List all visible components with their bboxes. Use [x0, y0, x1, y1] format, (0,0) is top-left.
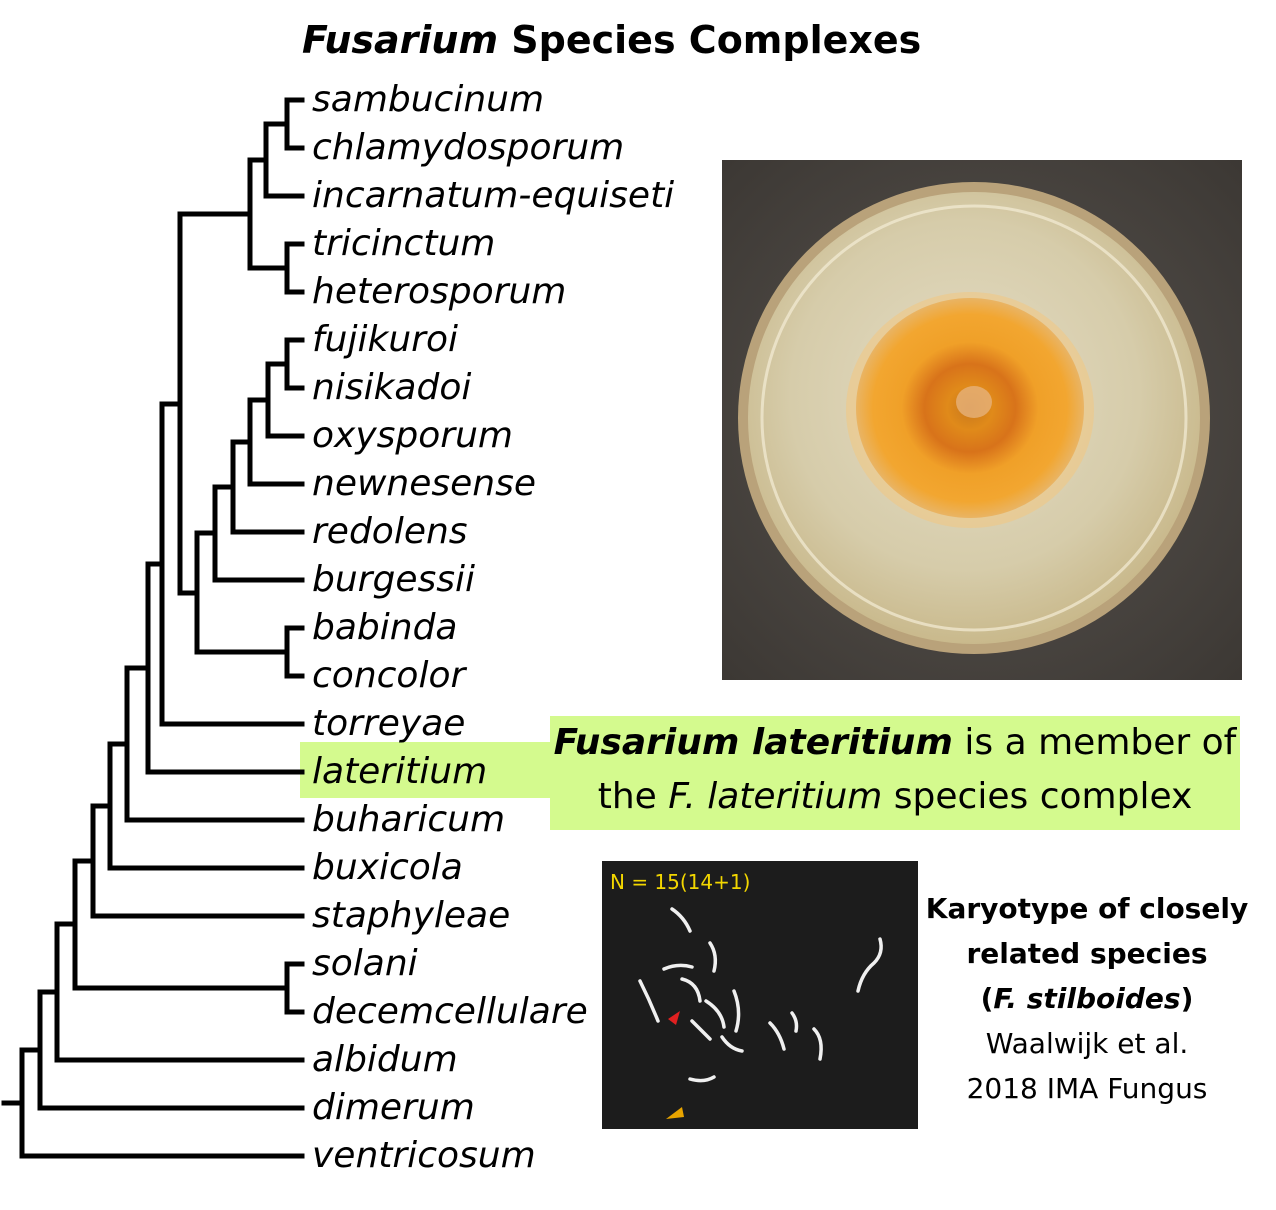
- title-rest: Species Complexes: [498, 18, 922, 62]
- dish-inner-ring: [760, 204, 1188, 632]
- chromosome: [688, 1075, 716, 1083]
- taxon-lateritium: lateritium: [312, 751, 488, 792]
- chromosome: [670, 907, 692, 933]
- chromosome: [704, 999, 726, 1029]
- taxon-decemcellulare: decemcellulare: [312, 991, 588, 1032]
- taxon-newnesense: newnesense: [312, 463, 536, 504]
- taxon-sambucinum: sambucinum: [312, 79, 545, 120]
- caption-line-2: related species: [966, 937, 1208, 970]
- taxon-nisikadoi: nisikadoi: [312, 367, 472, 408]
- taxon-solani: solani: [312, 943, 418, 984]
- taxon-concolor: concolor: [312, 655, 466, 696]
- chromosome: [720, 1035, 744, 1053]
- taxon-redolens: redolens: [312, 511, 468, 552]
- caption-line-3: (F. stilboides): [922, 976, 1252, 1021]
- callout-text-2a: the: [597, 776, 669, 817]
- callout-text-2b: species complex: [882, 776, 1193, 817]
- taxon-torreyae: torreyae: [312, 703, 466, 744]
- taxon-fujikuroi: fujikuroi: [312, 319, 458, 360]
- lateritium-highlight: [300, 742, 550, 798]
- figure-title: Fusarium Species Complexes: [302, 18, 921, 62]
- chromosomes: [638, 907, 883, 1083]
- yellow-arrowhead: [666, 1107, 684, 1119]
- taxon-burgessii: burgessii: [312, 559, 475, 600]
- taxon-albidum: albidum: [312, 1039, 458, 1080]
- colony-center: [956, 386, 992, 418]
- chromosome: [680, 977, 702, 1003]
- caption-paren-close: ): [1180, 982, 1194, 1015]
- caption-citation-authors: Waalwijk et al.: [985, 1027, 1189, 1060]
- karyotype-background: [602, 861, 918, 1129]
- taxon-tricinctum: tricinctum: [312, 223, 496, 264]
- chromosome-count-label: N = 15(14+1): [610, 870, 750, 894]
- chromosome: [812, 1027, 823, 1061]
- petri-dish-photo: [722, 160, 1242, 680]
- taxon-ventricosum: ventricosum: [312, 1135, 536, 1176]
- taxon-chlamydosporum: chlamydosporum: [312, 127, 625, 168]
- callout-species-name: Fusarium lateritium: [553, 722, 953, 763]
- karyotype-caption: Karyotype of closely related species (F.…: [922, 886, 1252, 1111]
- caption-line-1: Karyotype of closely: [925, 892, 1249, 925]
- caption-paren-open: (: [980, 982, 994, 1015]
- chromosome: [708, 941, 718, 973]
- caption-citation-journal: 2018 IMA Fungus: [966, 1072, 1208, 1105]
- callout-text-1: is a member of: [952, 722, 1237, 763]
- chromosome: [790, 1011, 799, 1033]
- karyotype-image: N = 15(14+1): [602, 861, 918, 1129]
- chromosome: [662, 963, 694, 971]
- taxon-dimerum: dimerum: [312, 1087, 475, 1128]
- phylogenetic-tree: [1, 97, 305, 1159]
- taxon-buxicola: buxicola: [312, 847, 463, 888]
- chromosome: [768, 1021, 786, 1051]
- red-arrowhead: [668, 1011, 680, 1025]
- chromosome: [690, 1019, 712, 1041]
- callout-line-2: the F. lateritium species complex: [550, 770, 1240, 824]
- lateritium-callout: Fusarium lateritium is a member of the F…: [550, 716, 1240, 830]
- taxon-incarnatum-equiseti: incarnatum-equiseti: [312, 175, 675, 216]
- taxon-buharicum: buharicum: [312, 799, 506, 840]
- taxon-staphyleae: staphyleae: [312, 895, 511, 936]
- taxon-oxysporum: oxysporum: [312, 415, 513, 456]
- caption-species: F. stilboides: [993, 982, 1181, 1015]
- taxon-heterosporum: heterosporum: [312, 271, 567, 312]
- chromosome: [856, 937, 883, 993]
- title-genus: Fusarium: [302, 18, 499, 62]
- callout-complex-name: F. lateritium: [668, 776, 883, 817]
- chromosome: [638, 979, 660, 1023]
- chromosome: [732, 989, 741, 1033]
- taxon-babinda: babinda: [312, 607, 458, 648]
- callout-line-1: Fusarium lateritium is a member of: [550, 716, 1240, 770]
